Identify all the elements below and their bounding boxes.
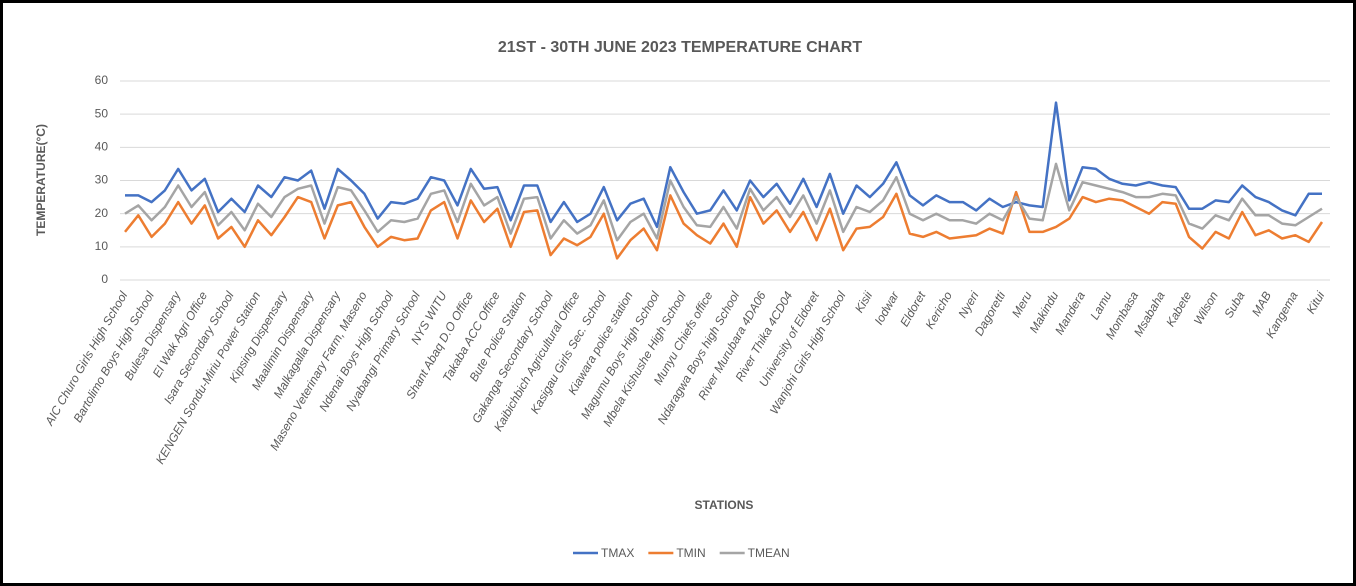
series-line [125,101,1322,229]
legend-label: TMAX [601,546,634,560]
legend-label: TMIN [676,546,705,560]
y-axis-label: TEMPERATURE(°C) [34,124,48,236]
legend-label: TMEAN [748,546,790,560]
series-line [124,190,1324,260]
y-tick-label: 60 [95,73,109,87]
y-tick-label: 10 [95,239,109,253]
chart-title: 21ST - 30TH JUNE 2023 TEMPERATURE CHART [498,39,862,56]
y-tick-label: 40 [95,140,109,154]
series-line [124,162,1323,242]
y-tick-label: 20 [95,206,109,220]
x-axis-label: STATIONS [695,498,754,512]
y-tick-label: 50 [95,106,109,120]
y-tick-label: 0 [101,272,108,286]
y-tick-label: 30 [95,173,109,187]
